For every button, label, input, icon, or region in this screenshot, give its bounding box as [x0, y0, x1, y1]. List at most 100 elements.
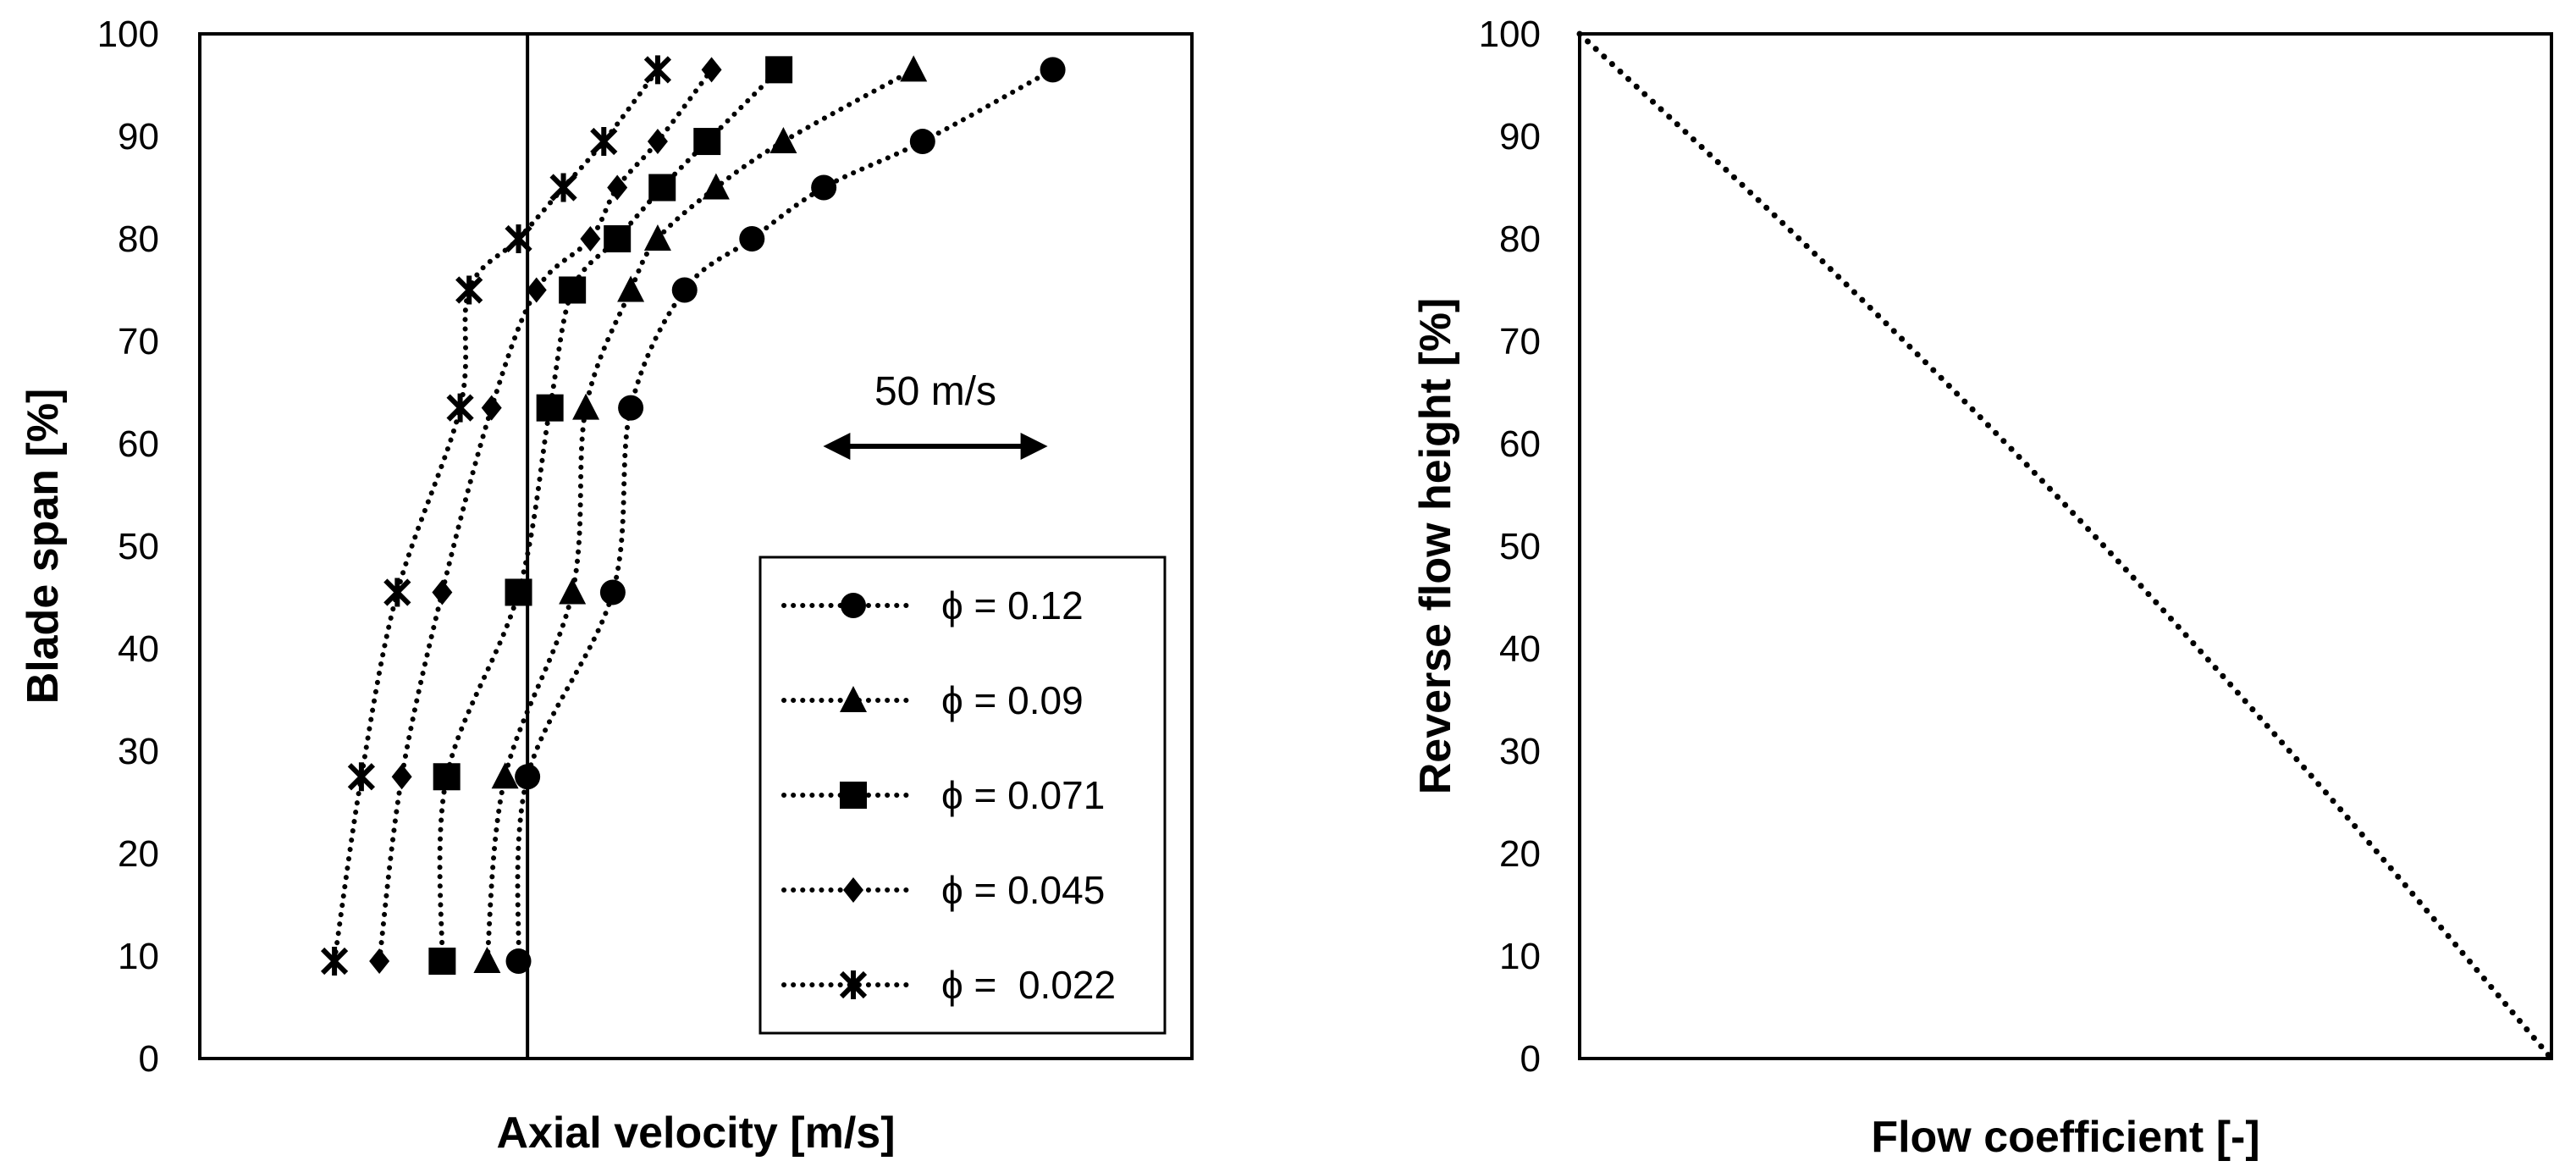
right-y-tick-70: 70 [1499, 321, 1541, 362]
series-4-point-6 [549, 173, 577, 202]
series-2-point-2 [505, 578, 532, 606]
series-4-point-4 [455, 275, 483, 305]
series-4-point-3 [446, 393, 474, 423]
left-x-axis-title: Axial velocity [m/s] [496, 1108, 895, 1158]
right-y-tick-labels: 0 10 20 30 40 50 60 70 80 90 100 [1479, 14, 1541, 1080]
series-4-point-0 [320, 947, 349, 976]
right-y-tick-100: 100 [1479, 14, 1541, 55]
legend-item-3: ϕ = 0.045 [781, 868, 1105, 912]
series-0 [505, 57, 1066, 975]
legend-item-2-label: ϕ = 0.071 [941, 773, 1105, 817]
series-4-point-7 [590, 127, 618, 157]
scale-arrow-left-head [823, 433, 851, 460]
left-y-tick-90: 90 [118, 116, 159, 158]
series-3-point-5 [580, 226, 601, 252]
series-0-point-7 [909, 129, 935, 155]
left-plot-frame [198, 32, 1194, 1060]
left-y-tick-80: 80 [118, 218, 159, 260]
right-plot-frame [1578, 32, 2553, 1060]
series-1-line [484, 67, 917, 965]
series-0-point-5 [739, 226, 765, 252]
series-1-point-2 [559, 578, 587, 605]
left-y-tick-50: 50 [118, 526, 159, 567]
series-2-point-7 [693, 128, 721, 156]
legend-item-4: ϕ = 0.022 [781, 963, 1116, 1007]
scale-annotation-label: 50 m/s [874, 369, 996, 414]
legend-item-3-label: ϕ = 0.045 [941, 868, 1105, 912]
right-y-tick-50: 50 [1499, 526, 1541, 567]
series-4-point-2 [383, 578, 411, 607]
right-y-tick-0: 0 [1520, 1038, 1541, 1080]
series-0-point-1 [515, 764, 541, 790]
series-2-point-8 [765, 56, 793, 84]
series-1-point-1 [491, 762, 519, 789]
axial-velocity-chart: 0 10 20 30 40 50 60 70 80 90 100 Blade span [%] Ax… [19, 14, 1194, 1158]
legend-item-4-marker [839, 970, 868, 999]
series-4-point-1 [347, 762, 376, 792]
series-3-point-6 [607, 174, 628, 201]
legend-item-1-marker [840, 686, 867, 712]
series-3-point-8 [701, 57, 722, 83]
series-3-point-7 [647, 129, 668, 155]
left-y-tick-30: 30 [118, 731, 159, 772]
right-y-tick-20: 20 [1499, 833, 1541, 875]
legend-item-1: ϕ = 0.09 [781, 678, 1084, 722]
left-y-tick-60: 60 [118, 423, 159, 465]
series-1 [473, 55, 928, 974]
reverse-flow-line-0 [1576, 30, 2555, 1062]
series-2-point-1 [433, 763, 461, 791]
series-3-point-1 [391, 764, 412, 790]
series-2-point-3 [536, 394, 564, 422]
legend-items: ϕ = 0.12 ϕ = 0.09 ϕ = 0.071 ϕ = 0.045 ϕ = 0.… [781, 583, 1116, 1007]
series-1-point-6 [702, 173, 730, 200]
legend-item-1-label: ϕ = 0.09 [941, 678, 1084, 722]
series-1-point-4 [617, 275, 645, 302]
legend: ϕ = 0.12 ϕ = 0.09 ϕ = 0.071 ϕ = 0.045 ϕ = 0.… [758, 556, 1167, 1035]
series-3-point-3 [481, 395, 502, 421]
right-y-tick-10: 10 [1499, 936, 1541, 977]
series-1-point-7 [769, 127, 797, 154]
legend-frame [758, 556, 1167, 1035]
series-0-line [515, 67, 1056, 965]
legend-item-0-label: ϕ = 0.12 [941, 583, 1084, 627]
right-y-tick-90: 90 [1499, 116, 1541, 158]
series-2-point-5 [604, 225, 632, 252]
series-1-point-0 [473, 947, 501, 974]
legend-item-0-marker [841, 593, 866, 618]
series-2 [428, 56, 793, 976]
series-3 [369, 57, 722, 975]
series-0-point-2 [599, 579, 626, 605]
series-4-point-8 [643, 55, 672, 85]
series-3-line [377, 67, 714, 965]
series-3-point-2 [432, 579, 453, 605]
right-y-tick-30: 30 [1499, 731, 1541, 772]
legend-item-2: ϕ = 0.071 [781, 773, 1105, 817]
series-0-point-8 [1040, 57, 1066, 83]
left-y-tick-labels: 0 10 20 30 40 50 60 70 80 90 100 [97, 14, 159, 1080]
left-y-tick-0: 0 [139, 1038, 159, 1080]
reverse-flow-chart: 0 10 20 30 40 50 60 70 80 90 100 Reverse flow heig… [1411, 14, 2555, 1162]
series-3-point-4 [526, 277, 547, 303]
legend-item-3-marker [843, 877, 863, 903]
series-2-point-6 [648, 174, 676, 202]
series-1-point-8 [900, 55, 928, 82]
series-2-line [437, 67, 782, 965]
series-4 [320, 55, 672, 976]
right-y-tick-80: 80 [1499, 218, 1541, 260]
right-y-tick-60: 60 [1499, 423, 1541, 465]
right-x-axis-title: Flow coefficient [-] [1871, 1113, 2259, 1162]
legend-item-4-label: ϕ = 0.022 [941, 963, 1116, 1007]
series-1-point-5 [643, 224, 671, 251]
left-y-tick-40: 40 [118, 628, 159, 670]
series-4-point-5 [505, 224, 532, 253]
left-y-tick-20: 20 [118, 833, 159, 875]
series-2-point-0 [428, 948, 456, 976]
legend-item-2-marker [840, 782, 867, 809]
series-0-point-6 [811, 174, 837, 201]
left-y-tick-10: 10 [118, 936, 159, 977]
scale-arrow-right-head [1020, 433, 1048, 460]
left-series-group [320, 55, 1066, 976]
left-y-tick-100: 100 [97, 14, 159, 55]
series-0-point-3 [618, 395, 644, 421]
